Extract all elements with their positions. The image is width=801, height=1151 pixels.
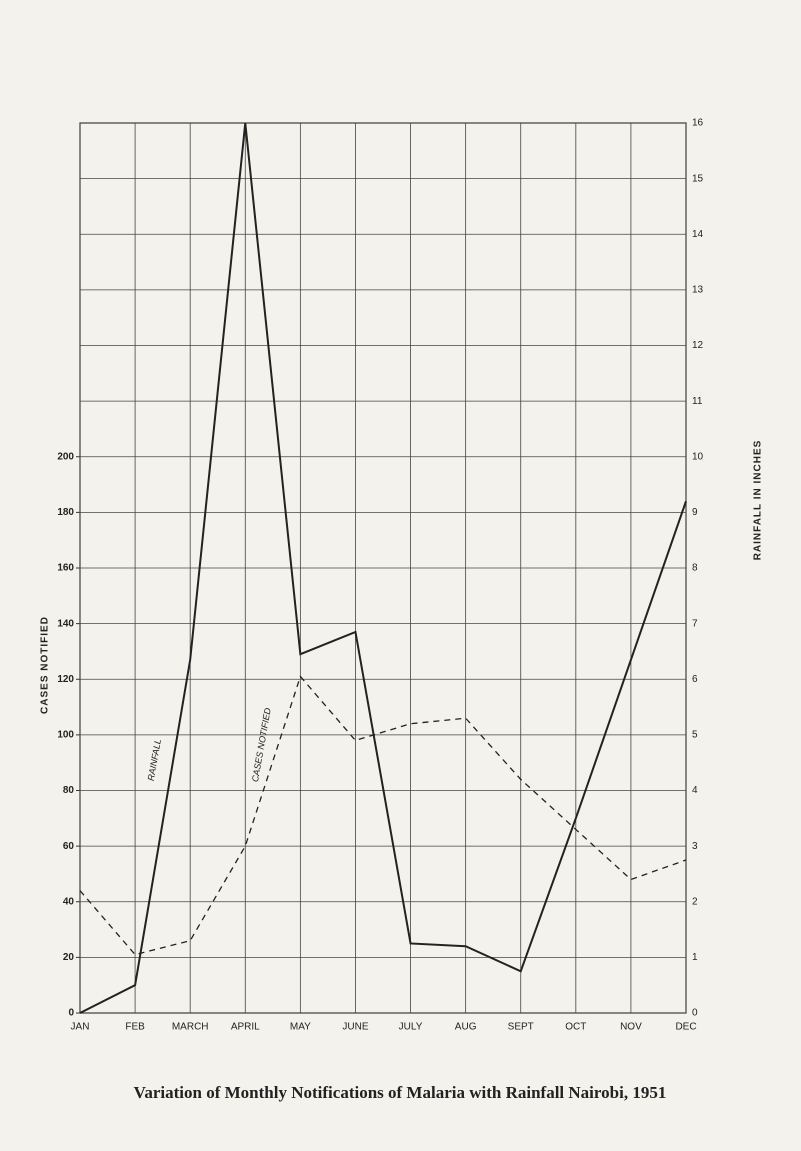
- y2-tick-label: 7: [692, 618, 698, 629]
- y2-tick-label: 2: [692, 896, 698, 907]
- y2-tick-label: 14: [692, 229, 704, 240]
- y2-tick-label: 3: [692, 841, 698, 852]
- x-tick-label: MARCH: [172, 1022, 209, 1033]
- x-tick-label: NOV: [620, 1022, 642, 1033]
- x-tick-label: JULY: [399, 1022, 423, 1033]
- y2-tick-label: 6: [692, 674, 698, 685]
- x-tick-label: FEB: [125, 1022, 145, 1033]
- y2-tick-label: 9: [692, 507, 698, 518]
- x-tick-label: OCT: [565, 1022, 586, 1033]
- y-tick-label: 80: [63, 785, 75, 796]
- series-annotation: RAINFALL: [146, 738, 163, 781]
- y-tick-label: 40: [63, 896, 75, 907]
- x-tick-label: JAN: [71, 1022, 90, 1033]
- x-tick-label: DEC: [675, 1022, 696, 1033]
- y2-tick-label: 4: [692, 785, 698, 796]
- y2-tick-label: 1: [692, 952, 698, 963]
- y-tick-label: 180: [57, 507, 74, 518]
- series-line: [79, 675, 687, 956]
- series-line: [79, 122, 687, 1014]
- y2-tick-label: 11: [692, 396, 703, 407]
- y2-tick-label: 16: [692, 118, 704, 129]
- y-tick-label: 60: [63, 841, 75, 852]
- x-tick-label: APRIL: [231, 1022, 260, 1033]
- y-tick-label: 160: [57, 563, 74, 574]
- y2-tick-label: 12: [692, 340, 704, 351]
- y2-tick-label: 0: [692, 1008, 698, 1019]
- y-tick-label: 20: [63, 952, 75, 963]
- y-axis-label: CASES NOTIFIED: [40, 616, 51, 714]
- y2-axis-label: RAINFALL IN INCHES: [753, 440, 764, 561]
- y-tick-label: 200: [57, 451, 74, 462]
- y-tick-label: 140: [57, 618, 74, 629]
- x-tick-label: MAY: [290, 1022, 311, 1033]
- y-tick-label: 0: [68, 1008, 74, 1019]
- x-tick-label: JUNE: [342, 1022, 368, 1033]
- y2-tick-label: 8: [692, 563, 698, 574]
- y-tick-label: 100: [57, 730, 74, 741]
- series-annotation: CASES NOTIFIED: [250, 707, 273, 783]
- y2-tick-label: 5: [692, 730, 698, 741]
- y-tick-label: 120: [57, 674, 74, 685]
- y2-tick-label: 10: [692, 451, 704, 462]
- chart-title: Variation of Monthly Notifications of Ma…: [134, 1083, 667, 1102]
- x-tick-label: SEPT: [508, 1022, 534, 1033]
- y2-tick-label: 13: [692, 285, 704, 296]
- x-tick-label: AUG: [455, 1022, 477, 1033]
- y2-tick-label: 15: [692, 173, 704, 184]
